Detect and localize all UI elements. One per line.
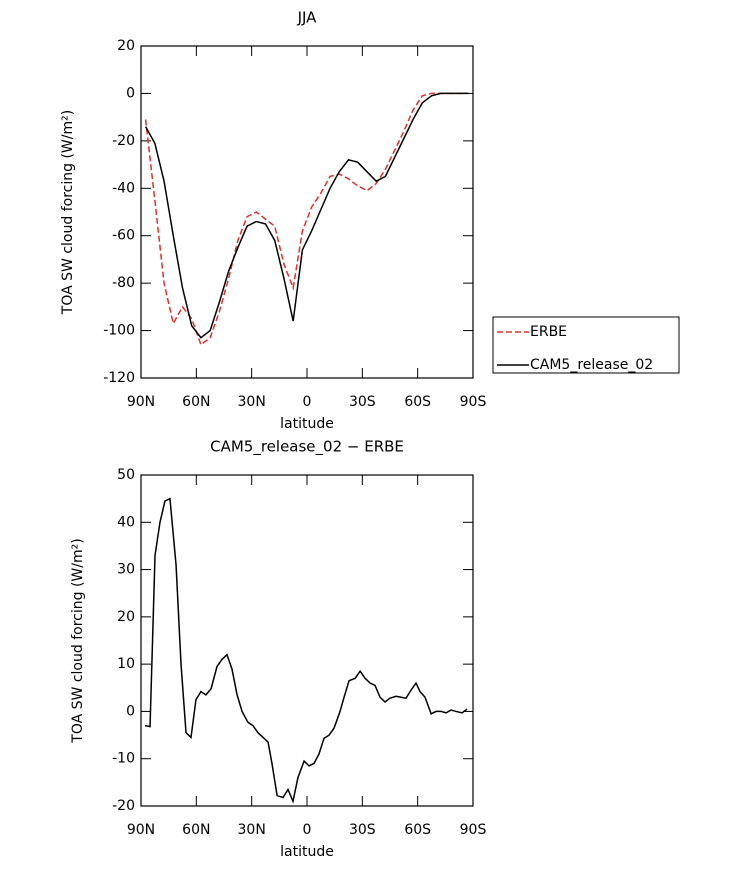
chart-title: JJA	[297, 9, 318, 27]
x-tick-label: 0	[303, 822, 312, 838]
y-tick-label: -120	[103, 370, 135, 386]
x-tick-label: 60N	[182, 822, 210, 838]
x-tick-label: 30N	[238, 394, 266, 410]
y-tick-label: -10	[112, 751, 135, 767]
y-tick-label: 0	[126, 703, 135, 719]
x-axis-label: latitude	[280, 416, 334, 432]
y-tick-label: -100	[103, 323, 135, 339]
y-tick-label: 30	[117, 562, 135, 578]
y-tick-label: 20	[117, 609, 135, 625]
data-line	[144, 92, 469, 347]
legend-box	[492, 316, 680, 374]
y-tick-label: 20	[117, 38, 135, 54]
x-tick-label: 60S	[404, 394, 431, 410]
data-line	[144, 497, 468, 804]
x-tick-label: 90S	[460, 822, 487, 838]
x-tick-label: 0	[303, 394, 312, 410]
x-tick-label: 30N	[238, 822, 266, 838]
y-axis-label: TOA SW cloud forcing (W/m²)	[60, 110, 76, 315]
y-tick-label: -40	[112, 180, 135, 196]
x-tick-label: 30S	[349, 822, 376, 838]
y-tick-label: 10	[117, 656, 135, 672]
plot-frame	[140, 474, 474, 807]
y-tick-label: -20	[112, 798, 135, 814]
legend-label: CAM5_release_02	[530, 357, 653, 373]
x-tick-label: 60S	[404, 822, 431, 838]
y-tick-label: 0	[126, 85, 135, 101]
y-tick-label: -60	[112, 228, 135, 244]
legend-label: ERBE	[530, 324, 567, 340]
chart-title: CAM5_release_02 − ERBE	[210, 438, 404, 457]
y-axis-label: TOA SW cloud forcing (W/m²)	[70, 538, 86, 743]
x-tick-label: 90N	[127, 394, 155, 410]
y-tick-label: -80	[112, 275, 135, 291]
x-tick-label: 60N	[182, 394, 210, 410]
y-tick-label: 50	[117, 467, 135, 483]
x-tick-label: 30S	[349, 394, 376, 410]
y-tick-label: 40	[117, 514, 135, 530]
data-line	[144, 92, 469, 339]
x-tick-label: 90S	[460, 394, 487, 410]
x-axis-label: latitude	[280, 844, 334, 860]
y-tick-label: -20	[112, 133, 135, 149]
x-tick-label: 90N	[127, 822, 155, 838]
